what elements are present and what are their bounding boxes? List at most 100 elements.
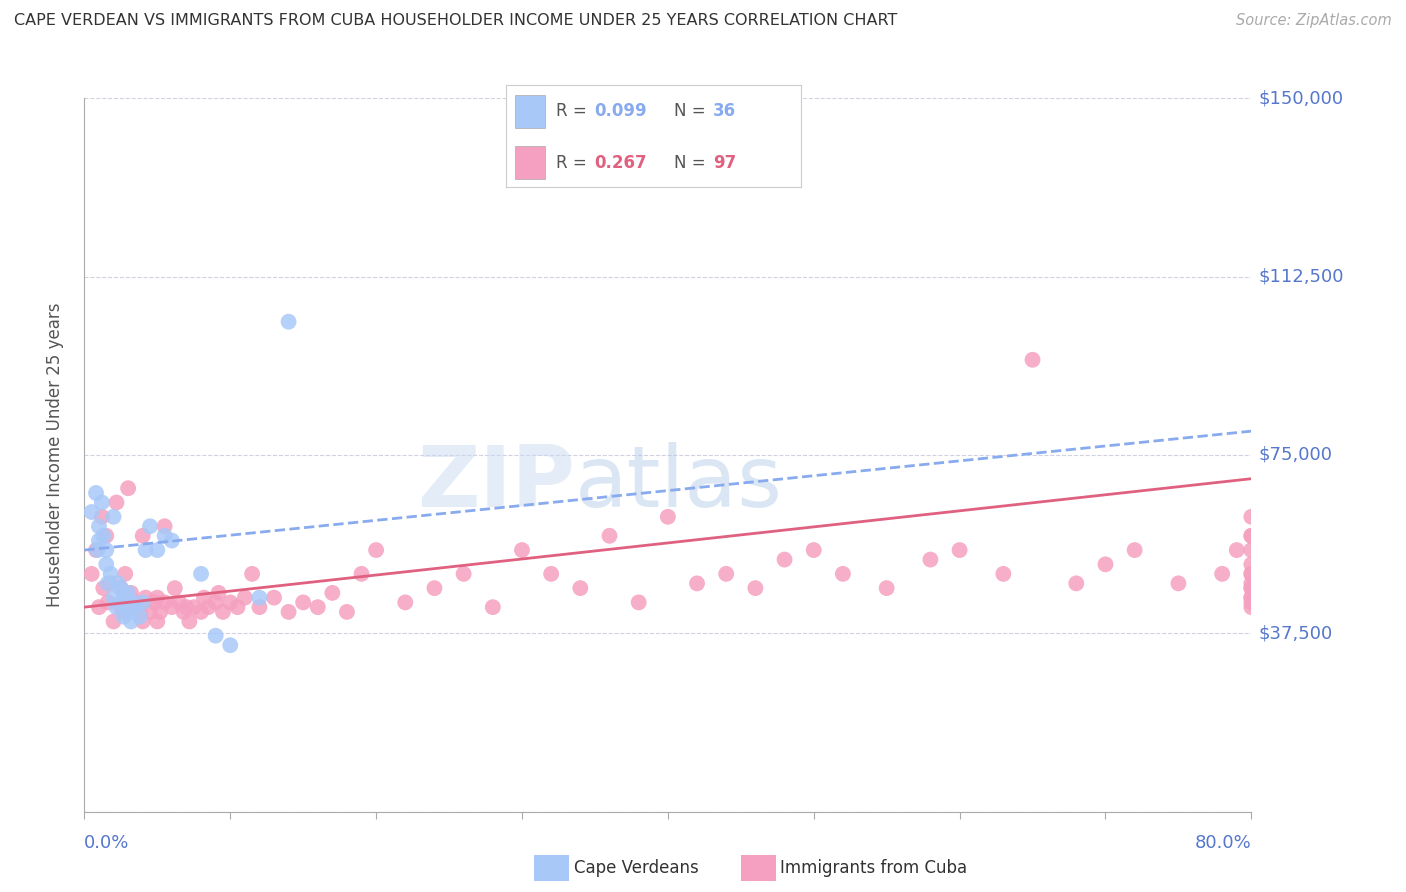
Point xyxy=(714,566,737,581)
Point xyxy=(1240,591,1263,605)
Text: N =: N = xyxy=(675,153,711,171)
Text: $37,500: $37,500 xyxy=(1258,624,1333,642)
Point xyxy=(100,576,122,591)
Point xyxy=(132,529,155,543)
Point xyxy=(117,595,139,609)
Point xyxy=(394,595,416,609)
Point xyxy=(103,615,125,629)
Point xyxy=(1240,543,1263,558)
Point xyxy=(146,615,169,629)
Point xyxy=(84,543,107,558)
Point xyxy=(110,581,132,595)
Point xyxy=(1240,595,1263,609)
Point xyxy=(207,586,229,600)
Point xyxy=(599,529,621,543)
Point xyxy=(240,566,263,581)
Point xyxy=(307,600,329,615)
Text: $75,000: $75,000 xyxy=(1258,446,1333,464)
Point xyxy=(773,552,796,566)
Point xyxy=(107,576,129,591)
Point xyxy=(1226,543,1249,558)
Point xyxy=(277,605,299,619)
Text: 0.267: 0.267 xyxy=(595,153,647,171)
Point xyxy=(132,615,155,629)
Point xyxy=(1240,566,1263,581)
Point xyxy=(1021,352,1043,367)
Point xyxy=(183,600,205,615)
Point xyxy=(1240,581,1263,595)
Point xyxy=(97,595,120,609)
Point xyxy=(114,566,136,581)
Point xyxy=(120,586,142,600)
Point xyxy=(510,543,533,558)
Point xyxy=(117,481,139,495)
Point xyxy=(190,566,212,581)
Point xyxy=(212,605,235,619)
Point xyxy=(263,591,285,605)
Point xyxy=(139,605,162,619)
Point xyxy=(103,591,125,605)
Point xyxy=(226,600,249,615)
Point xyxy=(204,595,226,609)
Point xyxy=(160,600,183,615)
Point xyxy=(91,529,114,543)
Point xyxy=(219,638,242,652)
Point xyxy=(117,605,139,619)
Point xyxy=(993,566,1015,581)
Point xyxy=(744,581,766,595)
Point xyxy=(100,566,122,581)
Point xyxy=(657,509,679,524)
Point xyxy=(87,519,110,533)
Point xyxy=(1240,576,1263,591)
Point xyxy=(163,581,186,595)
Point xyxy=(105,495,128,509)
Point xyxy=(190,605,212,619)
Point xyxy=(110,595,132,609)
Point xyxy=(366,543,388,558)
Point xyxy=(1240,600,1263,615)
Point xyxy=(124,595,146,609)
Point xyxy=(686,576,709,591)
Point xyxy=(128,609,150,624)
Point xyxy=(120,615,142,629)
Point xyxy=(453,566,475,581)
Point xyxy=(153,529,176,543)
Text: atlas: atlas xyxy=(575,442,783,525)
Point xyxy=(247,600,270,615)
Point xyxy=(167,595,190,609)
Point xyxy=(149,605,172,619)
Point xyxy=(80,505,103,519)
Point xyxy=(920,552,942,566)
Point xyxy=(96,529,118,543)
Point xyxy=(948,543,970,558)
Text: 97: 97 xyxy=(713,153,737,171)
Point xyxy=(627,595,650,609)
Point xyxy=(1211,566,1233,581)
Point xyxy=(121,595,143,609)
Point xyxy=(97,576,120,591)
Y-axis label: Householder Income Under 25 years: Householder Income Under 25 years xyxy=(45,302,63,607)
Point xyxy=(139,519,162,533)
Bar xyxy=(515,95,544,128)
Point xyxy=(84,486,107,500)
Point xyxy=(321,586,343,600)
Point xyxy=(146,543,169,558)
Point xyxy=(832,566,855,581)
Point xyxy=(1240,566,1263,581)
Point xyxy=(233,591,256,605)
Point xyxy=(153,519,176,533)
Point xyxy=(105,600,128,615)
Point xyxy=(112,605,135,619)
Point xyxy=(1066,576,1088,591)
Point xyxy=(117,586,139,600)
Point xyxy=(1240,509,1263,524)
Point xyxy=(1094,558,1116,572)
Text: Source: ZipAtlas.com: Source: ZipAtlas.com xyxy=(1236,13,1392,29)
Point xyxy=(292,595,315,609)
Point xyxy=(1240,529,1263,543)
Point xyxy=(1240,591,1263,605)
Point xyxy=(146,591,169,605)
Point xyxy=(124,600,146,615)
Point xyxy=(336,605,359,619)
Point xyxy=(569,581,592,595)
